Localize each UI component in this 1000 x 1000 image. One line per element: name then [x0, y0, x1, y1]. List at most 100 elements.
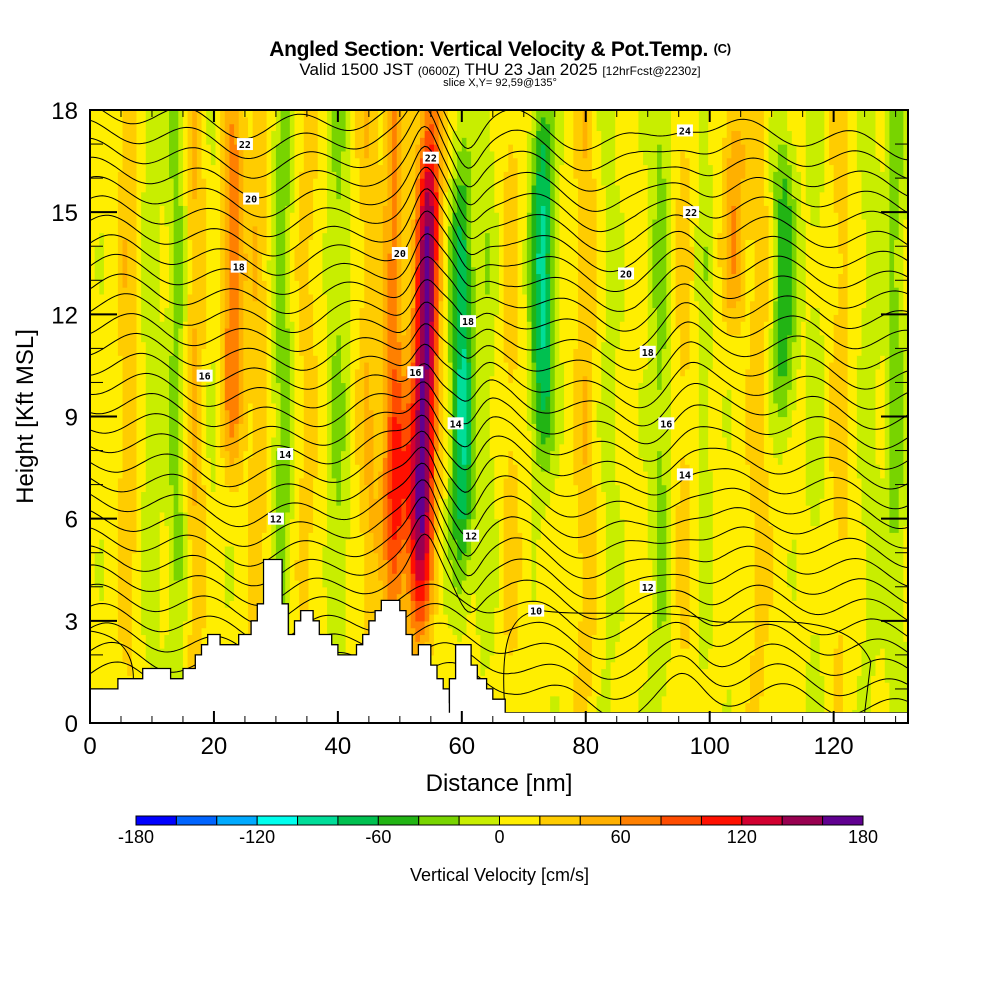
velocity-cell	[429, 321, 435, 390]
velocity-cell	[768, 436, 774, 527]
velocity-cell	[596, 402, 602, 438]
velocity-cell	[406, 552, 412, 595]
velocity-cell	[722, 137, 728, 322]
velocity-cell	[340, 382, 347, 452]
velocity-cell	[443, 614, 449, 723]
velocity-cell	[619, 321, 626, 520]
velocity-cell	[419, 368, 426, 533]
velocity-cell	[517, 532, 523, 581]
velocity-cell	[415, 559, 421, 581]
velocity-cell	[791, 110, 798, 145]
velocity-cell	[387, 498, 393, 561]
velocity-cell	[815, 525, 821, 636]
velocity-cell	[331, 110, 337, 172]
contour-label: 22	[236, 138, 253, 151]
colorbar-tick-label: 0	[494, 827, 504, 847]
velocity-cell	[722, 110, 728, 138]
slice-info: slice X,Y= 92,59@135°	[443, 77, 557, 89]
velocity-cell	[406, 402, 412, 445]
contour-label-text: 22	[239, 140, 251, 151]
velocity-cell	[796, 368, 802, 723]
isentrope-line	[90, 514, 908, 605]
velocity-cell	[573, 348, 579, 486]
velocity-cell	[540, 518, 547, 723]
velocity-cell	[457, 184, 463, 227]
contour-label-bg	[639, 580, 656, 593]
velocity-cell	[359, 307, 365, 533]
velocity-cell	[401, 110, 407, 336]
velocity-cell	[452, 130, 458, 179]
velocity-cell	[229, 545, 235, 601]
velocity-cell	[433, 191, 440, 261]
velocity-cell	[489, 150, 495, 377]
velocity-cell	[526, 212, 533, 322]
contour-label: 12	[639, 580, 656, 594]
velocity-cell	[791, 198, 798, 343]
isentrope-line	[90, 323, 908, 390]
velocity-cell	[169, 110, 175, 179]
velocity-cell	[536, 430, 542, 465]
velocity-cell	[415, 110, 421, 145]
contour-label: 20	[391, 247, 408, 260]
velocity-cell	[703, 668, 709, 723]
velocity-cell	[731, 130, 737, 206]
velocity-cell	[508, 110, 514, 145]
isentrope-line	[90, 414, 908, 490]
velocity-cell	[629, 110, 635, 723]
velocity-cell	[596, 110, 602, 132]
contour-label-bg	[447, 417, 464, 430]
velocity-cell	[675, 607, 681, 723]
velocity-cell	[745, 110, 751, 241]
velocity-cell	[182, 321, 189, 513]
isentrope-line	[90, 533, 908, 621]
velocity-cell	[582, 464, 588, 723]
colorbar-swatch	[297, 815, 339, 826]
isentrope-line	[90, 188, 908, 273]
velocity-cell	[159, 110, 165, 206]
velocity-cell	[689, 110, 695, 247]
velocity-cell	[345, 539, 351, 723]
velocity-cell	[875, 654, 881, 723]
velocity-cell	[726, 334, 732, 390]
terrain-ridge-west	[90, 558, 466, 723]
velocity-cell	[294, 559, 300, 581]
velocity-cell	[401, 498, 407, 540]
velocity-cell	[457, 225, 463, 370]
velocity-cell	[717, 110, 723, 234]
colorbar-swatch	[256, 815, 299, 826]
colorbar-tick-label: 180	[848, 827, 878, 847]
y-axis-title: Height [Kft MSL]	[12, 329, 39, 504]
velocity-cell	[354, 368, 361, 465]
isentrope-line	[90, 343, 908, 410]
velocity-cell	[299, 171, 305, 356]
velocity-cell	[550, 110, 556, 452]
velocity-cell	[880, 171, 886, 356]
velocity-cell	[805, 505, 811, 663]
velocity-cell	[819, 498, 825, 676]
velocity-cell	[643, 110, 649, 166]
velocity-cell	[438, 498, 444, 723]
velocity-cell	[182, 110, 189, 206]
velocity-cell	[234, 110, 240, 145]
contour-label-bg	[196, 369, 213, 382]
velocity-cell	[573, 675, 579, 723]
velocity-cell	[206, 144, 212, 384]
velocity-cell	[861, 525, 867, 642]
velocity-cell	[224, 110, 231, 329]
velocity-cell	[838, 110, 844, 254]
velocity-cell	[512, 110, 519, 159]
velocity-cell	[229, 110, 235, 125]
velocity-cell	[554, 695, 561, 723]
isentrope-line	[90, 301, 908, 371]
velocity-cell	[782, 416, 788, 452]
velocity-cell	[275, 450, 282, 629]
contour-label: 14	[676, 468, 693, 481]
velocity-cell	[828, 362, 835, 472]
velocity-cell	[684, 464, 691, 649]
velocity-cell	[340, 110, 347, 152]
velocity-cell	[234, 457, 240, 493]
velocity-cell	[406, 593, 412, 636]
velocity-cell	[331, 171, 337, 356]
velocity-cell	[731, 273, 737, 309]
velocity-cell	[773, 457, 779, 723]
